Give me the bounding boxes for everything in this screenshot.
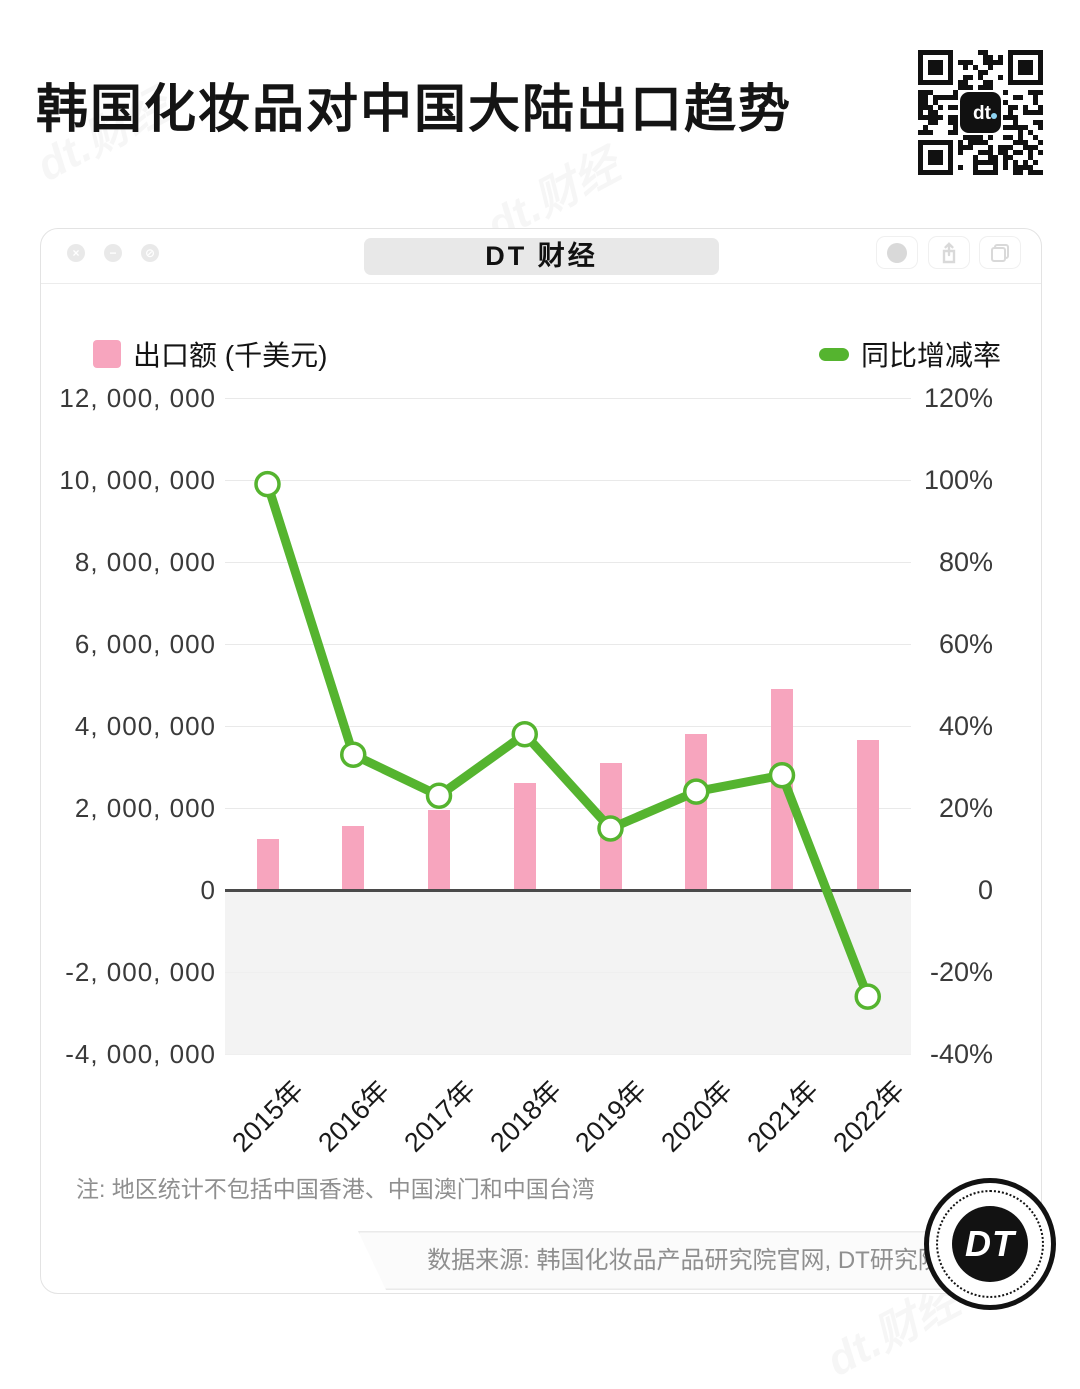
legend-bar-series[interactable]: 出口额 (千美元) <box>93 334 327 374</box>
share-icon <box>942 241 956 263</box>
dt-logo-dotted-ring <box>936 1190 1044 1298</box>
bar-series-swatch <box>93 340 121 368</box>
close-button[interactable]: × <box>67 244 85 262</box>
dt-logo-mark: DT <box>952 1206 1028 1282</box>
svg-text:dt: dt <box>973 103 992 124</box>
line-series-label: 同比增减率 <box>861 340 1002 371</box>
dt-logo: DT <box>924 1178 1056 1310</box>
data-source: 数据来源: 韩国化妆品产品研究院官网, DT研究院整理 <box>427 1247 990 1274</box>
legend-line-series[interactable]: 同比增减率 <box>819 334 1001 374</box>
record-button[interactable] <box>876 236 918 269</box>
window-title: DT 财经 <box>364 238 719 275</box>
chart-window: × − ⊘ DT 财经 出口额 (千美元) 同比增减率 <box>40 228 1042 1294</box>
qr-code: dt <box>918 50 1043 175</box>
block-button[interactable]: ⊘ <box>141 244 159 262</box>
page-title: 韩国化妆品对中国大陆出口趋势 <box>36 80 793 139</box>
window-titlebar: × − ⊘ DT 财经 <box>41 229 1041 284</box>
tabs-button[interactable] <box>979 236 1021 269</box>
chart-footnote: 注: 地区统计不包括中国香港、中国澳门和中国台湾 <box>76 1176 595 1202</box>
bar-series-label: 出口额 (千美元) <box>133 340 328 371</box>
line-series-swatch <box>819 347 849 361</box>
qr-code-image: dt <box>918 50 1043 175</box>
share-button[interactable] <box>928 236 970 269</box>
minimize-button[interactable]: − <box>104 244 122 262</box>
record-circle-icon <box>887 242 907 263</box>
tabs-icon <box>991 243 1009 262</box>
